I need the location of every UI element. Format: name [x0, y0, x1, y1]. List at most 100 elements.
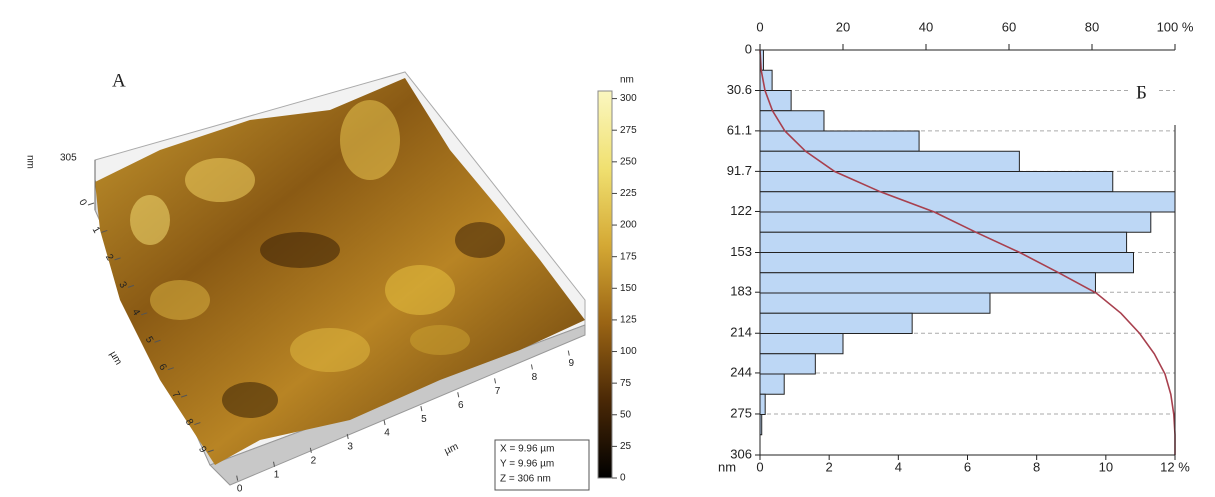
y-axis-label: nm: [718, 459, 736, 474]
x-tick-label: 2: [826, 459, 833, 474]
y-tick: [154, 339, 161, 343]
y-axis-label: µm: [107, 349, 124, 367]
z-axis-label: nm: [24, 155, 35, 169]
x-tick-label: 8: [532, 372, 538, 383]
bar: [759, 373, 785, 395]
bar: [759, 252, 1134, 274]
bar: [759, 231, 1128, 253]
left-panel: 0 1 2 3 4 5 6 7 8 9 0 1 2 3 4 5 6 7 8 9 nm 0 25 50 75 100 125 150 17…: [76, 75, 637, 495]
x-tick-label: 6: [458, 400, 464, 411]
x-tick-label: 3: [347, 442, 353, 453]
x-tick-label: 7: [495, 386, 501, 397]
bar: [759, 393, 766, 415]
y-tick-label: 306: [730, 446, 752, 461]
annotation-a: A: [112, 70, 126, 91]
annotation-bg: [1128, 82, 1158, 106]
x-tick: [236, 475, 239, 481]
bar: [759, 110, 825, 132]
x-tick-label: 4: [384, 428, 390, 439]
x-tick: [420, 406, 423, 412]
x2-tick-label: 80: [1085, 19, 1099, 34]
surface-texture: [130, 100, 505, 418]
y-tick-label: 9: [196, 445, 209, 456]
x2-tick-label: 100 %: [1157, 19, 1194, 34]
y-tick-label: 1: [90, 225, 103, 236]
z-axis-tick: 305: [60, 153, 77, 164]
bar: [759, 272, 1096, 294]
colorbar-tick-label: 125: [620, 315, 637, 326]
surface-box: [94, 71, 586, 486]
x-tick-label: 10: [1099, 459, 1113, 474]
bar: [759, 292, 991, 314]
bar: [759, 171, 1114, 193]
x-tick-label: 5: [421, 414, 427, 425]
y-tick: [167, 367, 174, 371]
info-box: [494, 439, 590, 491]
x2-tick-label: 60: [1002, 19, 1016, 34]
colorbar-tick-label: 25: [620, 441, 632, 452]
y-tick-label: 6: [156, 362, 169, 373]
x2-tick-label: 40: [919, 19, 933, 34]
y-tick-label: 122: [730, 203, 752, 218]
y-tick-label: 5: [143, 335, 156, 346]
y-tick: [114, 257, 121, 261]
y-tick-label: 3: [116, 280, 129, 291]
colorbar-tick-label: 175: [620, 251, 637, 262]
colorbar-tick-label: 250: [620, 156, 637, 167]
x-tick-label: 12 %: [1160, 459, 1190, 474]
bar: [759, 130, 920, 152]
y-tick-label: 0: [76, 198, 89, 209]
y-tick: [194, 422, 201, 426]
x2-tick-label: 20: [836, 19, 850, 34]
bar: [759, 312, 913, 334]
annotation-b: Б: [1136, 82, 1147, 103]
info-line: X = 9.96 µm: [500, 444, 554, 455]
x-tick: [494, 378, 497, 384]
y-tick-label: 275: [730, 405, 752, 420]
colorbar-tick-label: 300: [620, 93, 637, 104]
right-panel: 0 30.6 61.1 91.7 122 153 183 214 244 275 306 0 2 4 6 8 1…: [718, 19, 1194, 474]
colorbar-label: nm: [620, 75, 634, 86]
bar: [759, 353, 816, 375]
colorbar-tick-label: 0: [620, 473, 626, 484]
x-tick-label: 2: [311, 455, 317, 466]
y-tick-label: 183: [730, 284, 752, 299]
bar: [759, 150, 1020, 172]
y-tick: [207, 449, 214, 453]
y-tick-label: 244: [730, 364, 752, 379]
y-tick: [141, 312, 148, 316]
x-tick-label: 1: [274, 469, 280, 480]
x-tick: [457, 392, 460, 398]
y-tick-label: 91.7: [727, 163, 752, 178]
colorbar-tick-label: 275: [620, 125, 637, 136]
y-tick-label: 4: [130, 307, 143, 318]
x-tick: [567, 350, 570, 356]
colorbar-tick-label: 50: [620, 409, 632, 420]
y-tick-label: 214: [730, 325, 752, 340]
x-tick-label: 0: [237, 483, 243, 494]
x-tick-label: 9: [568, 358, 574, 369]
x-tick: [383, 419, 386, 426]
info-line: Y = 9.96 µm: [500, 459, 554, 470]
x-tick: [309, 447, 312, 453]
y-tick-label: 61.1: [727, 122, 752, 137]
y-tick: [101, 229, 108, 233]
y-tick-label: 153: [730, 244, 752, 259]
x-axis-label: µm: [443, 441, 460, 457]
colorbar-tick-label: 100: [620, 346, 637, 357]
colorbar-tick-label: 150: [620, 283, 637, 294]
y-tick-label: 0: [745, 41, 752, 56]
y-tick-label: 8: [183, 417, 196, 428]
y-tick: [127, 284, 135, 288]
x2-tick-label: 0: [756, 19, 763, 34]
surface: [95, 78, 585, 465]
x-tick-label: 8: [1033, 459, 1040, 474]
bar: [759, 333, 844, 355]
info-line: Z = 306 nm: [500, 474, 551, 485]
y-tick-label: 30.6: [727, 82, 752, 97]
y-tick-label: 7: [169, 390, 182, 401]
colorbar-tick-label: 75: [620, 378, 632, 389]
colorbar: [597, 90, 613, 479]
